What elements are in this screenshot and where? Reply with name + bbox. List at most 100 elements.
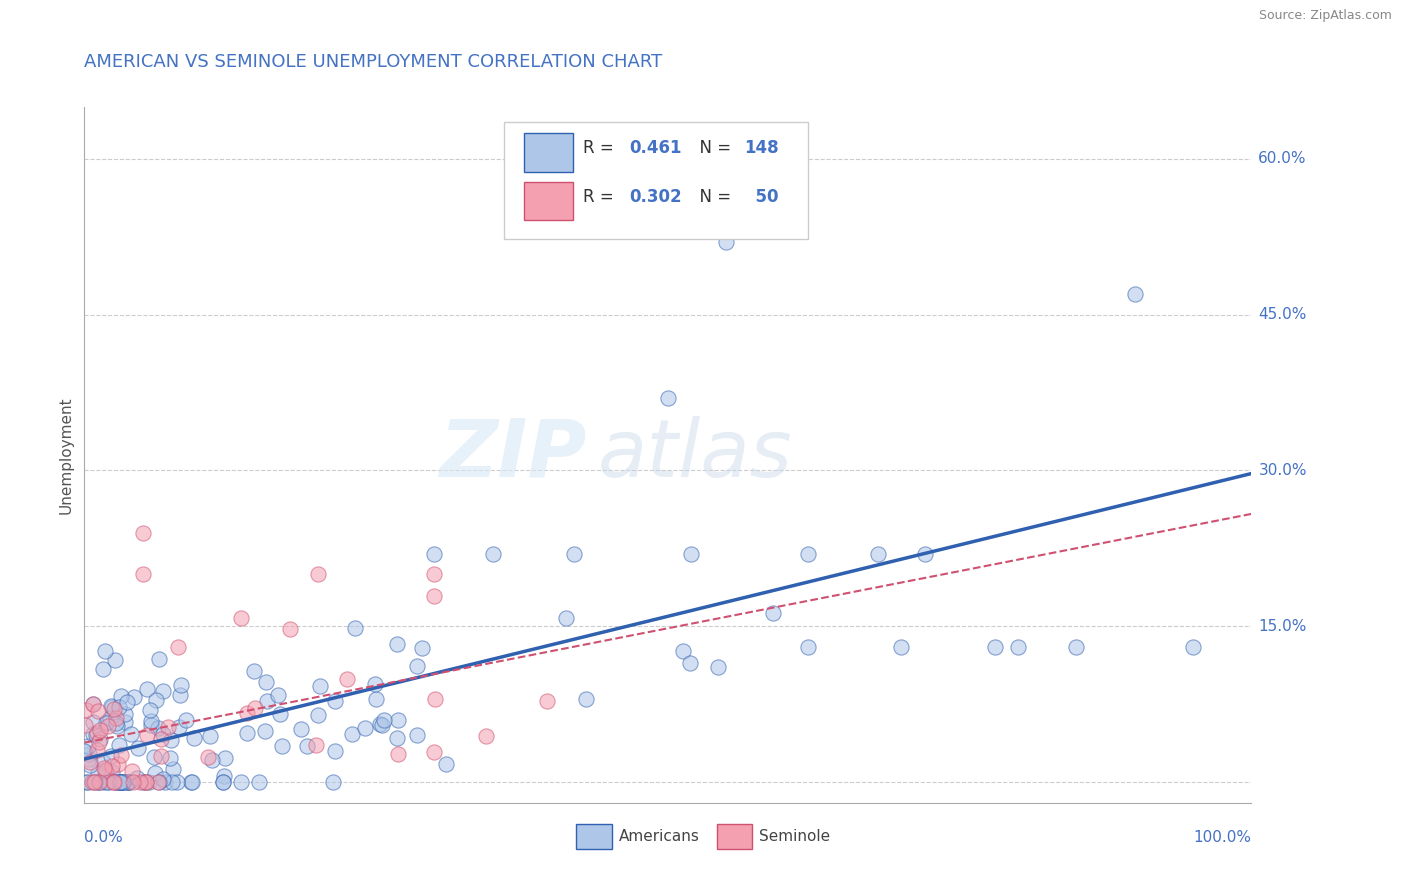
Point	[117, 775, 139, 789]
Point	[121, 775, 143, 789]
Text: Americans: Americans	[619, 830, 700, 844]
Point	[1066, 640, 1088, 654]
Point	[797, 547, 820, 561]
Point	[322, 775, 344, 789]
Point	[422, 745, 444, 759]
Point	[422, 589, 444, 603]
Point	[309, 679, 332, 693]
Point	[101, 699, 124, 714]
Point	[1181, 640, 1204, 654]
Point	[148, 721, 170, 735]
Point	[135, 681, 157, 696]
Point	[387, 713, 409, 727]
Point	[211, 775, 233, 789]
Point	[114, 714, 136, 729]
Point	[1123, 287, 1146, 301]
Point	[169, 720, 191, 734]
Point	[105, 719, 128, 733]
Point	[114, 707, 136, 722]
Point	[111, 775, 134, 789]
Point	[166, 640, 188, 654]
Point	[89, 775, 111, 789]
Point	[84, 728, 107, 742]
Point	[305, 738, 328, 752]
Point	[125, 771, 148, 785]
Point	[152, 727, 174, 741]
Point	[174, 714, 197, 728]
Point	[112, 775, 135, 789]
Point	[136, 728, 159, 742]
Point	[93, 761, 115, 775]
Point	[411, 640, 433, 655]
Point	[132, 525, 155, 540]
Point	[481, 547, 505, 561]
Point	[111, 775, 134, 789]
Point	[139, 718, 162, 732]
Point	[657, 391, 679, 405]
Point	[87, 704, 110, 718]
Point	[141, 714, 163, 729]
Point	[107, 756, 129, 771]
Point	[385, 731, 408, 746]
Point	[197, 750, 219, 764]
Point	[134, 775, 156, 789]
Point	[371, 718, 394, 732]
Point	[169, 689, 191, 703]
Point	[132, 567, 155, 582]
Point	[254, 724, 277, 739]
Point	[110, 775, 132, 789]
Point	[73, 744, 96, 758]
Point	[96, 714, 118, 729]
Point	[96, 775, 118, 789]
Point	[138, 775, 160, 789]
Point	[100, 749, 122, 764]
Point	[242, 664, 264, 678]
Point	[107, 775, 129, 789]
Point	[201, 753, 224, 767]
Point	[212, 775, 235, 789]
Text: 100.0%: 100.0%	[1194, 830, 1251, 845]
Point	[117, 695, 139, 709]
Text: Seminole: Seminole	[759, 830, 831, 844]
Point	[340, 727, 363, 741]
Point	[104, 653, 127, 667]
Point	[118, 775, 141, 789]
Point	[135, 775, 157, 789]
Text: N =: N =	[689, 139, 737, 157]
Point	[155, 775, 177, 789]
Text: Source: ZipAtlas.com: Source: ZipAtlas.com	[1258, 9, 1392, 22]
Point	[145, 693, 167, 707]
Point	[101, 775, 124, 789]
Point	[75, 775, 97, 789]
Point	[80, 775, 103, 789]
Point	[98, 711, 121, 725]
Point	[110, 775, 132, 789]
Point	[762, 606, 785, 620]
Point	[243, 700, 266, 714]
Point	[368, 717, 391, 731]
Point	[79, 755, 101, 769]
Point	[236, 706, 259, 720]
Point	[146, 775, 169, 789]
Point	[290, 722, 312, 736]
Text: 0.0%: 0.0%	[84, 830, 124, 845]
Point	[82, 714, 104, 729]
Point	[135, 775, 157, 789]
Point	[162, 775, 184, 789]
Point	[121, 764, 143, 778]
Point	[681, 547, 703, 561]
Point	[198, 729, 221, 743]
Point	[150, 749, 173, 764]
Point	[110, 748, 132, 763]
Point	[423, 692, 446, 706]
Point	[112, 775, 135, 789]
Text: 148: 148	[744, 139, 779, 157]
Point	[82, 697, 104, 711]
Point	[707, 659, 730, 673]
Point	[108, 775, 131, 789]
Point	[366, 692, 388, 706]
Text: atlas: atlas	[598, 416, 793, 494]
Point	[1007, 640, 1029, 654]
Point	[89, 731, 111, 746]
Point	[385, 637, 408, 651]
